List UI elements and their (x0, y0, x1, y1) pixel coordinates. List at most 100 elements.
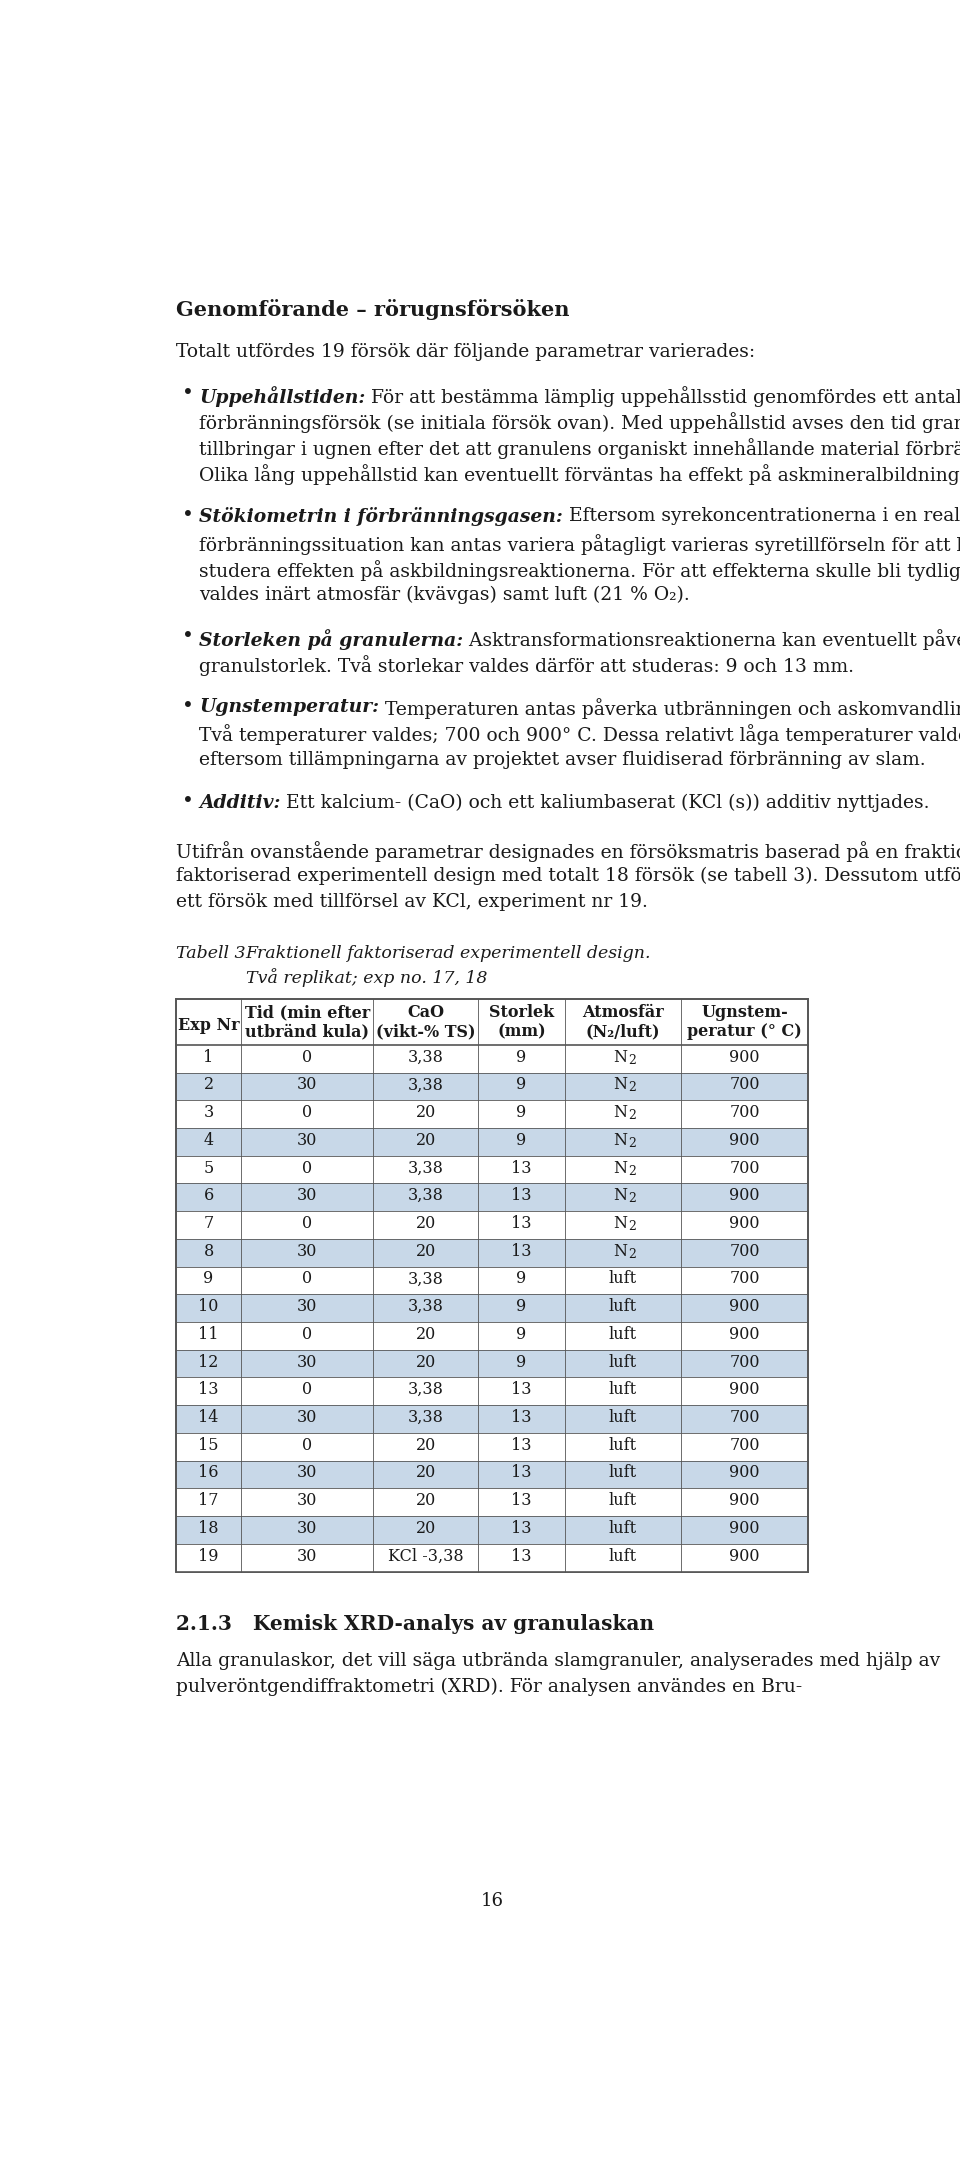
Text: 3: 3 (204, 1105, 214, 1122)
Text: 700: 700 (730, 1438, 760, 1453)
Text: N: N (613, 1159, 627, 1176)
Text: 11: 11 (199, 1325, 219, 1343)
Text: 900: 900 (730, 1325, 760, 1343)
Text: •: • (182, 506, 194, 525)
Bar (176, 1405, 808, 1433)
Text: 20: 20 (416, 1215, 436, 1232)
Text: 13: 13 (199, 1382, 219, 1399)
Text: 2: 2 (628, 1165, 636, 1178)
Text: Genomförande – rörugnsförsöken: Genomförande – rörugnsförsöken (176, 301, 569, 320)
Text: •: • (182, 696, 194, 716)
Bar (176, 1239, 808, 1267)
Text: Utifrån ovanstående parametrar designades en försöksmatris baserad på en fraktio: Utifrån ovanstående parametrar designade… (176, 841, 960, 863)
Text: 30: 30 (298, 1353, 318, 1371)
Text: 10: 10 (199, 1297, 219, 1314)
Text: CaO: CaO (407, 1003, 444, 1020)
Text: 9: 9 (516, 1325, 526, 1343)
Text: N: N (613, 1187, 627, 1204)
Text: Additiv:: Additiv: (199, 793, 280, 811)
Text: luft: luft (609, 1410, 636, 1427)
Text: 20: 20 (416, 1438, 436, 1453)
Text: valdes inärt atmosfär (kvävgas) samt luft (21 % O₂).: valdes inärt atmosfär (kvävgas) samt luf… (199, 586, 690, 603)
Text: Uppehållstiden:: Uppehållstiden: (199, 385, 366, 406)
Text: 13: 13 (511, 1382, 532, 1399)
Text: 0: 0 (302, 1105, 312, 1122)
Text: luft: luft (609, 1297, 636, 1314)
Text: 16: 16 (481, 1892, 503, 1909)
Text: 0: 0 (302, 1271, 312, 1286)
Text: 700: 700 (730, 1077, 760, 1094)
Text: 0: 0 (302, 1049, 312, 1066)
Text: Eftersom syrekoncentrationerna i en realistisk: Eftersom syrekoncentrationerna i en real… (563, 508, 960, 525)
Text: förbränningssituation kan antas variera påtagligt varieras syretillförseln för a: förbränningssituation kan antas variera … (199, 534, 960, 553)
Text: Stökiometrin i förbränningsgasen:: Stökiometrin i förbränningsgasen: (199, 508, 563, 525)
Text: 900: 900 (730, 1187, 760, 1204)
Text: 700: 700 (730, 1353, 760, 1371)
Text: (mm): (mm) (497, 1023, 545, 1040)
Text: 3,38: 3,38 (408, 1159, 444, 1176)
Text: Fraktionell faktoriserad experimentell design.: Fraktionell faktoriserad experimentell d… (246, 945, 651, 962)
Text: 4: 4 (204, 1133, 214, 1148)
Text: 0: 0 (302, 1159, 312, 1176)
Bar (176, 1295, 808, 1321)
Text: ett försök med tillförsel av KCl, experiment nr 19.: ett försök med tillförsel av KCl, experi… (176, 893, 648, 910)
Bar (176, 999, 808, 1572)
Text: 19: 19 (199, 1548, 219, 1565)
Text: 20: 20 (416, 1243, 436, 1260)
Text: (N₂/luft): (N₂/luft) (586, 1023, 660, 1040)
Text: 0: 0 (302, 1215, 312, 1232)
Text: 900: 900 (730, 1492, 760, 1509)
Text: 9: 9 (516, 1297, 526, 1314)
Text: 30: 30 (298, 1548, 318, 1565)
Text: •: • (182, 791, 194, 811)
Text: Ugnstemperatur:: Ugnstemperatur: (199, 698, 379, 716)
Text: 30: 30 (298, 1520, 318, 1537)
Text: luft: luft (609, 1548, 636, 1565)
Text: 17: 17 (199, 1492, 219, 1509)
Text: 900: 900 (730, 1548, 760, 1565)
Text: 20: 20 (416, 1520, 436, 1537)
Text: 13: 13 (511, 1215, 532, 1232)
Text: Tid (min efter: Tid (min efter (245, 1003, 370, 1020)
Text: 2: 2 (628, 1137, 636, 1150)
Text: Storleken på granulerna:: Storleken på granulerna: (199, 629, 463, 651)
Text: 9: 9 (516, 1077, 526, 1094)
Text: Tabell 3: Tabell 3 (176, 945, 246, 962)
Text: Exp Nr: Exp Nr (178, 1016, 239, 1033)
Text: 30: 30 (298, 1492, 318, 1509)
Bar (176, 1072, 808, 1100)
Text: 2: 2 (628, 1247, 636, 1260)
Text: luft: luft (609, 1325, 636, 1343)
Text: 3,38: 3,38 (408, 1077, 444, 1094)
Text: Olika lång uppehållstid kan eventuellt förväntas ha effekt på askmineralbildning: Olika lång uppehållstid kan eventuellt f… (199, 465, 960, 484)
Text: 30: 30 (298, 1297, 318, 1314)
Text: 8: 8 (204, 1243, 214, 1260)
Text: luft: luft (609, 1382, 636, 1399)
Text: •: • (182, 385, 194, 402)
Text: 13: 13 (511, 1438, 532, 1453)
Text: 12: 12 (199, 1353, 219, 1371)
Text: 0: 0 (302, 1382, 312, 1399)
Text: 9: 9 (516, 1353, 526, 1371)
Text: 6: 6 (204, 1187, 214, 1204)
Text: 30: 30 (298, 1464, 318, 1481)
Text: 15: 15 (199, 1438, 219, 1453)
Text: 30: 30 (298, 1243, 318, 1260)
Bar (176, 1462, 808, 1487)
Text: 20: 20 (416, 1325, 436, 1343)
Text: luft: luft (609, 1520, 636, 1537)
Text: Temperaturen antas påverka utbränningen och askomvandlingsreaktionerna.: Temperaturen antas påverka utbränningen … (379, 698, 960, 720)
Text: •: • (182, 627, 194, 646)
Text: 18: 18 (199, 1520, 219, 1537)
Text: 5: 5 (204, 1159, 214, 1176)
Text: Alla granulaskor, det vill säga utbrända slamgranuler, analyserades med hjälp av: Alla granulaskor, det vill säga utbrända… (176, 1652, 940, 1669)
Text: 30: 30 (298, 1187, 318, 1204)
Text: 20: 20 (416, 1133, 436, 1148)
Text: 30: 30 (298, 1133, 318, 1148)
Text: 20: 20 (416, 1353, 436, 1371)
Text: N: N (613, 1215, 627, 1232)
Text: luft: luft (609, 1271, 636, 1286)
Text: 7: 7 (204, 1215, 214, 1232)
Text: 3,38: 3,38 (408, 1271, 444, 1286)
Text: 13: 13 (511, 1520, 532, 1537)
